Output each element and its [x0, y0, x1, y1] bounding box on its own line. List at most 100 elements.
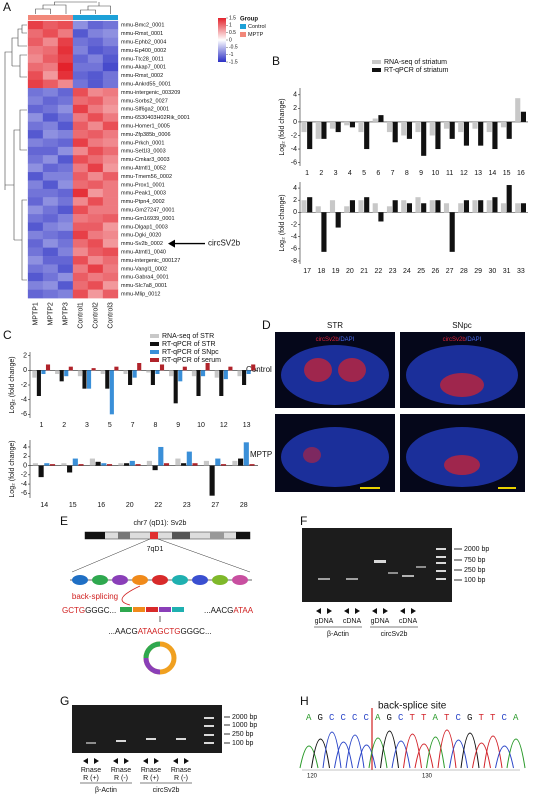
panel-letter: D	[262, 318, 271, 332]
x-tick-label: 9	[419, 170, 423, 177]
trace-peak	[414, 743, 434, 769]
heat-cell	[27, 214, 44, 223]
tissue	[281, 427, 389, 487]
group-bar	[88, 15, 103, 20]
base: A	[513, 713, 519, 723]
x-tick-label: 5	[362, 170, 366, 177]
gel-g	[72, 705, 222, 753]
bar	[237, 370, 242, 377]
bar	[301, 200, 307, 213]
x-tick-label: 11	[446, 170, 453, 177]
stain: circSv2b	[443, 337, 467, 343]
bar	[101, 463, 107, 466]
heat-cell	[72, 88, 89, 97]
marker-label: 2000 bp	[464, 546, 489, 553]
heat-cell	[72, 272, 89, 282]
heat-cell	[27, 113, 44, 122]
signal	[444, 455, 480, 475]
bar	[114, 366, 119, 371]
group-bar	[28, 15, 43, 20]
y-tick-label: -2	[291, 221, 297, 228]
heat-cell	[42, 96, 59, 106]
bar	[378, 212, 384, 222]
row-label: mmu-intergenic_003209	[121, 90, 180, 96]
trace-peak	[403, 733, 422, 769]
bar	[169, 370, 174, 377]
bar	[55, 370, 60, 374]
heat-cell	[57, 29, 74, 38]
row-label: mmu-Prox1_0001	[121, 182, 165, 188]
bar	[435, 200, 441, 213]
y-axis-label: Log₂ (fold change)	[9, 440, 16, 497]
heat-cell	[27, 20, 44, 30]
bar	[186, 451, 192, 466]
marker-label: 1000 bp	[232, 722, 257, 729]
bar	[321, 212, 327, 252]
trace-peak	[311, 738, 330, 769]
heat-cell	[57, 20, 74, 30]
heat-cell	[102, 130, 119, 139]
base: T	[421, 713, 427, 723]
heat-cell	[102, 79, 119, 89]
heat-cell	[72, 96, 89, 106]
bar	[220, 464, 227, 466]
x-tick-label: 29	[474, 268, 482, 275]
y-tick-label: 2	[293, 105, 297, 112]
arrow-head	[168, 239, 175, 248]
heat-cell	[27, 281, 44, 290]
row-label: mmu-Dgki_0020	[121, 233, 161, 239]
heat-cell	[57, 54, 74, 64]
bar	[520, 111, 527, 122]
heat-cell	[72, 289, 89, 299]
heat-cell	[87, 239, 104, 248]
bar	[91, 368, 96, 371]
bar	[163, 463, 170, 466]
bar	[182, 366, 187, 371]
colorbar-label: -1	[229, 52, 234, 58]
lane-label: R (-)	[174, 775, 188, 782]
heat-cell	[42, 214, 59, 223]
bar	[59, 370, 64, 382]
x-tick-label: 15	[503, 170, 511, 177]
heat-cell	[87, 214, 104, 223]
locus: chr7 (qD1): Sv2b	[134, 520, 187, 527]
heat-cell	[102, 264, 119, 274]
seq-part: GCTG	[62, 606, 85, 615]
x-tick-label: 21	[360, 268, 368, 275]
heat-cell	[42, 104, 59, 114]
signal	[304, 358, 332, 382]
heat-cell	[102, 20, 119, 30]
bar	[249, 464, 255, 466]
heat-cell	[42, 230, 59, 240]
heat-cell	[72, 20, 89, 30]
heat-cell	[102, 121, 119, 131]
bar	[372, 203, 378, 213]
bar	[175, 458, 181, 466]
bar	[209, 465, 215, 496]
heat-cell	[27, 130, 44, 139]
row-label: mmu-Vangl1_0002	[121, 266, 167, 272]
bar	[132, 370, 137, 378]
bar	[129, 460, 135, 466]
legend-swatch	[372, 68, 381, 72]
legend-label: RT-qPCR of STR	[162, 341, 216, 348]
bar	[415, 197, 421, 213]
legend-label: Control	[248, 24, 266, 30]
bar	[159, 364, 165, 371]
heat-cell	[87, 188, 104, 198]
bar	[344, 121, 350, 126]
group-bar	[73, 15, 88, 20]
legend-swatch	[150, 350, 159, 354]
lane-label: gDNA	[371, 618, 390, 625]
panel-letter: B	[272, 54, 280, 68]
base: C	[329, 713, 335, 723]
marker-label: 100 bp	[232, 740, 254, 747]
bar	[32, 463, 38, 466]
heat-cell	[57, 37, 74, 47]
row-label: mmu-Bmc2_0001	[121, 23, 164, 29]
heat-cell	[57, 188, 74, 198]
row-label: mmu-Peak1_0003	[121, 191, 166, 197]
heat-cell	[57, 205, 74, 215]
heat-cell	[27, 96, 44, 106]
bar	[358, 200, 364, 213]
